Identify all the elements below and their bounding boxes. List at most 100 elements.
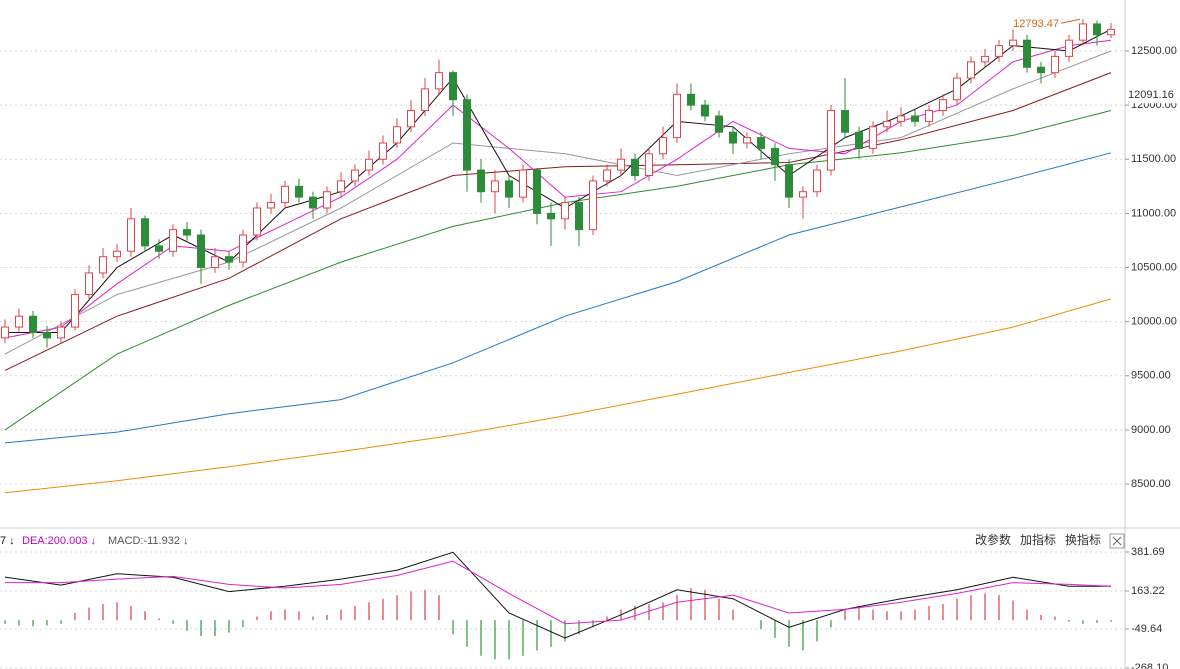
macd-label: MACD:-11.932 ↓ [108, 535, 189, 547]
candle-body [1079, 23, 1087, 41]
candle-body [281, 185, 289, 204]
candle-body [1037, 66, 1045, 74]
candle-body [981, 55, 989, 63]
candle-body [547, 212, 555, 220]
candle-body [715, 115, 723, 133]
indicator-button[interactable]: 换指标 [1065, 532, 1101, 547]
y-tick-label: 9000.00 [1131, 424, 1171, 436]
candle-body [295, 185, 303, 198]
candle-body [925, 110, 933, 122]
y-tick-label: 381.69 [1131, 546, 1165, 558]
candle-body [673, 93, 681, 139]
candle-body [309, 196, 317, 209]
candle-body [421, 88, 429, 112]
candle-body [15, 315, 23, 328]
dif-label: 7 ↓ [0, 535, 15, 547]
y-tick-label: 11500.00 [1131, 153, 1176, 165]
candle-body [813, 169, 821, 193]
candle-body [477, 169, 485, 193]
candle-body [841, 110, 849, 133]
candle-body [785, 164, 793, 198]
close-icon [1112, 536, 1122, 546]
candle-body [211, 256, 219, 269]
dea-label: DEA:200.003 ↓ [22, 535, 96, 547]
candle-body [99, 256, 107, 274]
candle-body [407, 110, 415, 128]
candle-body [141, 218, 149, 247]
candle-body [253, 207, 261, 236]
line [5, 560, 1112, 625]
candle-body [799, 191, 807, 198]
high-label: 12793.47 [1013, 18, 1059, 30]
y-tick-label: 10500.00 [1131, 261, 1177, 273]
y-tick-label: -49.64 [1131, 623, 1162, 635]
candle-body [701, 104, 709, 117]
y-tick-label: 9500.00 [1131, 370, 1171, 382]
candle-body [1009, 39, 1017, 47]
candle-body [1093, 23, 1101, 36]
line [4, 72, 1112, 371]
candle-body [337, 180, 345, 193]
candle-body [267, 202, 275, 209]
y-tick-label: 10000.00 [1131, 316, 1177, 328]
candle-body [1051, 55, 1059, 74]
line [4, 50, 1112, 355]
line [4, 152, 1112, 444]
indicator-button[interactable]: 加指标 [1020, 532, 1056, 547]
candle-body [127, 218, 135, 252]
candle-body [953, 77, 961, 101]
candle-body [995, 45, 1003, 57]
candle-body [533, 169, 541, 214]
candle-body [435, 72, 443, 90]
candle-body [505, 180, 513, 198]
candle-body [561, 202, 569, 220]
last-price-box [1126, 87, 1180, 104]
candle-body [155, 245, 163, 252]
candle-body [29, 315, 37, 333]
candle-body [659, 137, 667, 155]
candle-body [225, 256, 233, 263]
candle-body [57, 326, 65, 339]
candle-body [631, 158, 639, 176]
candle-body [827, 110, 835, 171]
candle-body [85, 272, 93, 296]
candle-body [589, 180, 597, 231]
candle-body [491, 180, 499, 193]
candle-body [883, 120, 891, 128]
candle-body [897, 115, 905, 122]
candle-body [365, 158, 373, 171]
candle-body [869, 126, 877, 149]
candle-body [351, 169, 359, 182]
y-tick-label: 12500.00 [1131, 45, 1177, 57]
line [4, 298, 1112, 494]
candle-body [1107, 28, 1115, 36]
candle-body [183, 229, 191, 236]
y-tick-label: 163.22 [1131, 585, 1165, 597]
candle-body [71, 294, 79, 328]
candle-body [967, 61, 975, 79]
candle-body [239, 234, 247, 263]
candle-body [575, 202, 583, 231]
candle-body [939, 99, 947, 112]
last-price-label: 12091.16 [1128, 89, 1174, 101]
candle-body [43, 331, 51, 339]
candle-body [113, 250, 121, 258]
high-pointer [1060, 18, 1081, 24]
candle-body [379, 142, 387, 160]
y-tick-label: -268.10 [1131, 662, 1168, 669]
y-tick-label: 8500.00 [1131, 478, 1171, 490]
candle-body [1065, 39, 1073, 57]
candle-body [687, 93, 695, 106]
candle-body [645, 153, 653, 176]
y-tick-label: 11000.00 [1131, 207, 1176, 219]
candle-body [519, 169, 527, 198]
line [4, 39, 1112, 339]
candle-body [603, 169, 611, 182]
candle-body [1023, 39, 1031, 68]
candle-body [855, 131, 863, 149]
candle-body [1, 326, 9, 339]
indicator-button[interactable]: 改参数 [975, 532, 1011, 547]
